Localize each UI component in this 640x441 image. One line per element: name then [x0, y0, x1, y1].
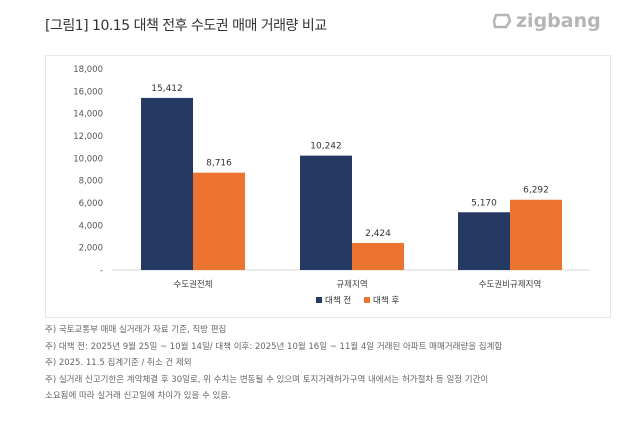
- bar: [193, 172, 245, 270]
- zigbang-logo: zigbang: [492, 10, 601, 32]
- chart-title: [그림1] 10.15 대책 전후 수도권 매매 거래량 비교: [45, 18, 327, 34]
- data-label: 10,242: [310, 142, 342, 152]
- data-label: 8,716: [206, 159, 232, 169]
- legend-label: 대책 전: [325, 295, 351, 306]
- logo-icon: [492, 13, 512, 29]
- bar: [352, 242, 404, 270]
- note: 주) 2025. 11.5 집계기준 / 취소 건 제외: [45, 358, 192, 368]
- data-label: 6,292: [523, 186, 549, 196]
- y-tick-label: 8,000: [79, 177, 103, 187]
- x-tick-label: 규제지역: [336, 279, 367, 290]
- note: 주) 실거래 신고기한은 계약체결 후 30일로, 위 수치는 변동될 수 있으…: [45, 374, 489, 385]
- note: 주) 국토교통부 매매 실거래가 자료 기준, 직방 편집: [45, 325, 227, 335]
- x-tick-label: 수도권비규제지역: [479, 279, 542, 290]
- note: 소요됨에 따라 실거래 신고일에 차이가 있을 수 있음.: [45, 391, 231, 401]
- data-label: 5,170: [471, 198, 497, 208]
- data-label: 15,412: [151, 84, 183, 94]
- notes: 주) 국토교통부 매매 실거래가 자료 기준, 직방 편집 주) 대책 전: 2…: [45, 322, 502, 405]
- x-tick-label: 수도권전체: [173, 279, 212, 290]
- data-label: 2,424: [365, 229, 391, 239]
- y-tick-label: 6,000: [79, 199, 103, 209]
- chart-frame: [45, 55, 611, 318]
- y-tick-label: 14,000: [73, 110, 103, 120]
- logo-text: zigbang: [516, 10, 601, 32]
- legend-label: 대책 후: [373, 295, 399, 306]
- bar: [510, 199, 562, 270]
- y-tick-label: 16,000: [73, 87, 103, 97]
- y-tick-label: 4,000: [79, 221, 103, 231]
- y-tick-label: -: [100, 266, 103, 276]
- y-tick-label: 18,000: [73, 65, 103, 75]
- bar: [458, 212, 510, 270]
- y-tick-label: 10,000: [73, 154, 103, 164]
- y-tick-label: 2,000: [79, 244, 103, 254]
- bar: [300, 155, 352, 270]
- legend-swatch: [364, 297, 370, 303]
- bar: [141, 97, 193, 271]
- note: 주) 대책 전: 2025년 9월 25일 ~ 10월 14일/ 대책 이후: …: [45, 341, 503, 352]
- legend-swatch: [316, 297, 322, 303]
- y-tick-label: 12,000: [73, 132, 103, 142]
